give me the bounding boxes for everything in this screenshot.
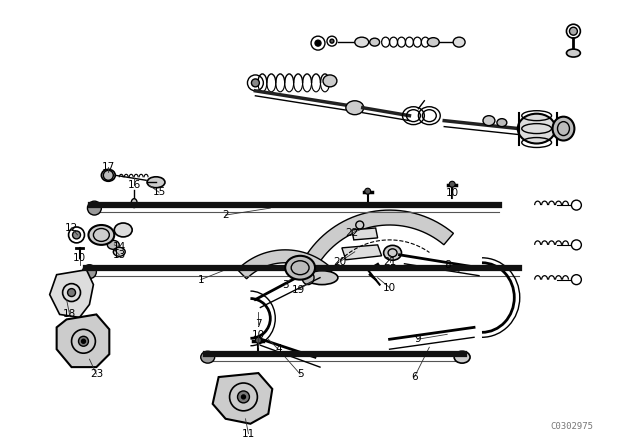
- Ellipse shape: [428, 38, 439, 47]
- Polygon shape: [352, 228, 378, 240]
- Text: 13: 13: [113, 250, 126, 260]
- Circle shape: [570, 27, 577, 35]
- Text: 6: 6: [411, 372, 418, 382]
- Text: 8: 8: [444, 260, 451, 270]
- Text: 4: 4: [275, 344, 282, 354]
- Circle shape: [449, 181, 455, 187]
- Polygon shape: [57, 314, 109, 367]
- Circle shape: [81, 339, 86, 343]
- Circle shape: [255, 337, 261, 343]
- Ellipse shape: [108, 241, 119, 250]
- Polygon shape: [296, 210, 454, 280]
- Ellipse shape: [346, 101, 364, 115]
- Ellipse shape: [453, 37, 465, 47]
- Circle shape: [237, 391, 250, 403]
- Circle shape: [241, 395, 246, 399]
- Text: 11: 11: [242, 429, 255, 439]
- Text: 10: 10: [445, 188, 459, 198]
- Circle shape: [365, 188, 371, 194]
- Ellipse shape: [101, 169, 115, 181]
- Polygon shape: [237, 250, 333, 279]
- Circle shape: [315, 40, 321, 46]
- Ellipse shape: [83, 265, 97, 279]
- Ellipse shape: [306, 271, 338, 284]
- Ellipse shape: [355, 37, 369, 47]
- Text: 15: 15: [152, 187, 166, 197]
- Text: 3: 3: [282, 280, 289, 289]
- Text: 9: 9: [414, 334, 420, 344]
- Circle shape: [68, 289, 76, 297]
- Circle shape: [252, 79, 259, 87]
- Polygon shape: [212, 373, 272, 424]
- Ellipse shape: [88, 225, 115, 245]
- Text: 7: 7: [255, 319, 262, 329]
- Text: 1: 1: [197, 275, 204, 284]
- Ellipse shape: [370, 38, 380, 46]
- Ellipse shape: [115, 223, 132, 237]
- Text: 10: 10: [383, 283, 396, 293]
- Ellipse shape: [285, 256, 315, 280]
- Ellipse shape: [131, 198, 137, 207]
- Ellipse shape: [302, 271, 314, 284]
- Text: 20: 20: [333, 257, 346, 267]
- Polygon shape: [342, 245, 381, 260]
- Circle shape: [72, 231, 81, 239]
- Text: 16: 16: [127, 180, 141, 190]
- Text: 22: 22: [345, 228, 358, 238]
- Ellipse shape: [113, 247, 125, 256]
- Text: 2: 2: [222, 210, 229, 220]
- Text: 19: 19: [291, 284, 305, 295]
- Ellipse shape: [497, 119, 507, 127]
- Ellipse shape: [552, 116, 575, 141]
- Text: 14: 14: [113, 242, 126, 252]
- Circle shape: [79, 336, 88, 346]
- Ellipse shape: [147, 177, 165, 188]
- Circle shape: [330, 39, 334, 43]
- Ellipse shape: [88, 201, 101, 215]
- Text: 17: 17: [102, 162, 115, 172]
- Text: 12: 12: [65, 223, 78, 233]
- Text: 10: 10: [252, 330, 265, 340]
- Text: 18: 18: [63, 310, 76, 319]
- Ellipse shape: [383, 246, 401, 260]
- Ellipse shape: [483, 116, 495, 125]
- Ellipse shape: [201, 351, 214, 363]
- Text: C0302975: C0302975: [550, 422, 593, 431]
- Ellipse shape: [566, 49, 580, 57]
- Polygon shape: [50, 270, 93, 318]
- Ellipse shape: [454, 351, 470, 363]
- Text: 23: 23: [90, 369, 103, 379]
- Text: 21: 21: [383, 257, 396, 267]
- Text: 5: 5: [297, 369, 303, 379]
- Text: 10: 10: [73, 253, 86, 263]
- Ellipse shape: [518, 114, 556, 143]
- Ellipse shape: [323, 75, 337, 87]
